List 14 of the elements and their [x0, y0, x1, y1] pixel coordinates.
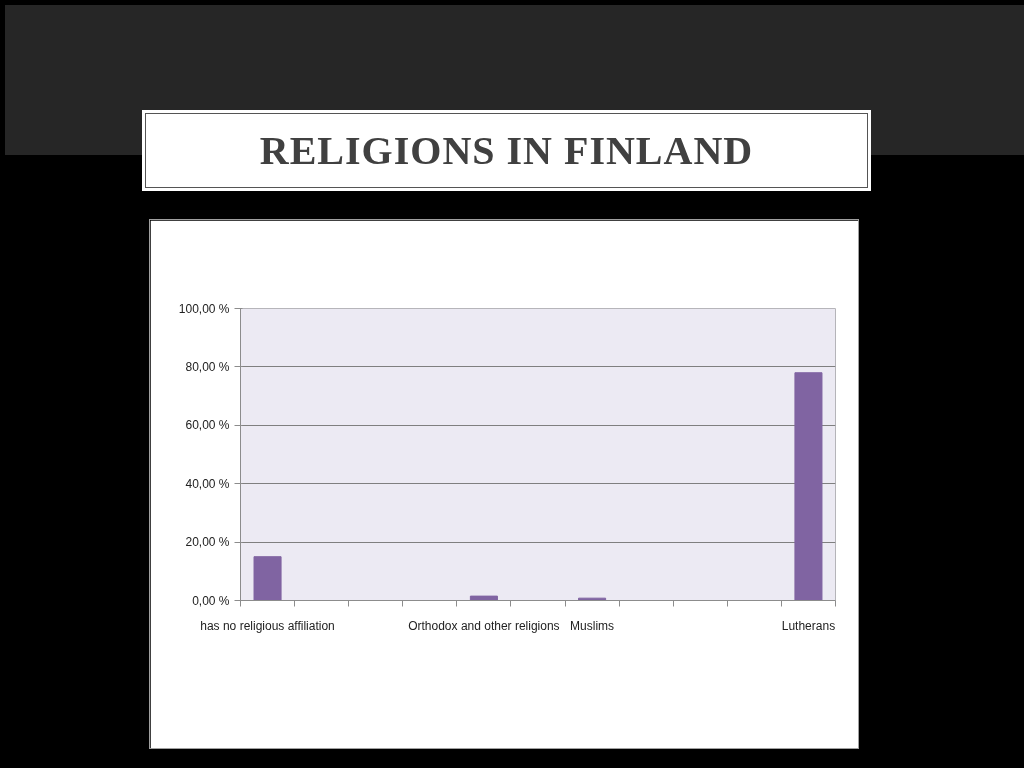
- bar: [253, 556, 282, 601]
- x-tick-label: Muslims: [570, 618, 615, 633]
- y-tick-label: 40,00 %: [185, 476, 230, 491]
- y-tick-label: 60,00 %: [185, 418, 230, 433]
- y-tick-label: 80,00 %: [185, 359, 230, 374]
- x-tick-label: has no religious affiliation: [200, 618, 335, 633]
- y-tick-label: 0,00 %: [192, 593, 230, 608]
- bar: [794, 372, 823, 601]
- y-tick-label: 100,00 %: [178, 301, 230, 316]
- chart-title: RELIGIONS IN FINLAND: [142, 110, 871, 191]
- x-tick-label: Lutherans: [781, 618, 836, 633]
- y-tick-label: 20,00 %: [185, 535, 230, 550]
- bar: [469, 595, 498, 601]
- x-tick-label: Orthodox and other religions: [408, 618, 560, 633]
